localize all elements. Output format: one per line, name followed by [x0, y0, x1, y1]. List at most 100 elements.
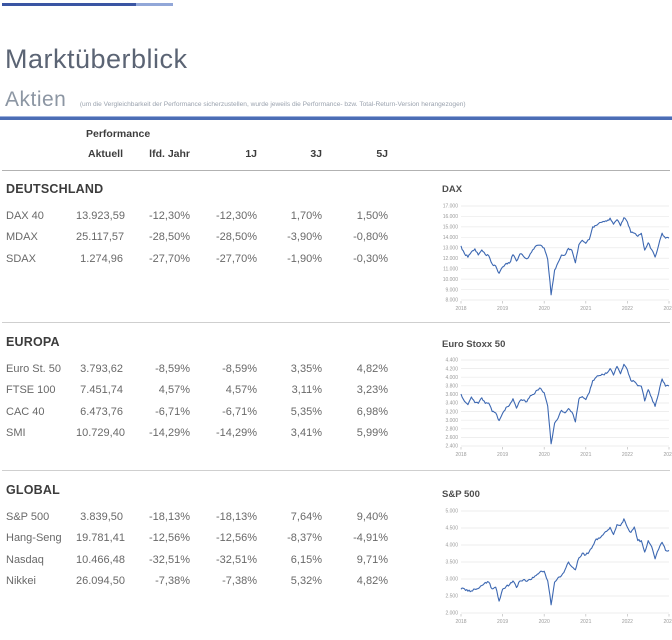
aktien-section-title: Aktien	[5, 88, 67, 111]
svg-text:2018: 2018	[455, 619, 466, 625]
value-cell: -27,70%	[149, 252, 190, 265]
chart-plot: 17.000 16.000 15.000 14.000 13.000 12.000 11.0…	[443, 204, 672, 312]
svg-text:2022: 2022	[622, 306, 633, 312]
svg-text:2021: 2021	[580, 452, 591, 458]
value-cell: 6,15%	[290, 553, 322, 566]
index-label: S&P 500	[6, 510, 50, 523]
value-cell: -18,13%	[216, 510, 257, 523]
value-cell: 5,35%	[290, 405, 322, 418]
index-label: MDAX	[6, 231, 38, 244]
column-header-5j: 5J	[376, 148, 388, 160]
svg-text:3.500: 3.500	[445, 560, 458, 566]
value-cell: -28,50%	[149, 231, 190, 244]
value-cell: -18,13%	[149, 510, 190, 523]
value-cell: 4,57%	[158, 384, 190, 397]
svg-text:4.200: 4.200	[445, 366, 458, 372]
svg-text:2018: 2018	[455, 452, 466, 458]
index-label: SDAX	[6, 252, 36, 265]
value-cell: -4,91%	[353, 532, 388, 545]
chart-title: DAX	[442, 184, 463, 195]
column-headers: Aktuell lfd. Jahr 1J 3J 5J	[6, 148, 388, 160]
value-cell: -12,30%	[149, 209, 190, 222]
value-cell: 3,11%	[291, 384, 322, 397]
svg-text:13.000: 13.000	[443, 245, 459, 251]
price-line	[460, 217, 670, 296]
svg-text:5.000: 5.000	[445, 509, 458, 515]
value-cell: 6.473,76	[80, 405, 123, 418]
index-label: Nikkei	[6, 575, 36, 588]
table-row: Nasdaq 10.466,48 -32,51% -32,51% 6,15% 9,71%	[6, 549, 388, 571]
index-label: Euro St. 50	[6, 362, 62, 375]
column-header-1j: 1J	[245, 148, 257, 160]
value-cell: -12,30%	[216, 209, 257, 222]
performance-group-header: Performance	[86, 128, 151, 140]
value-cell: 7.451,74	[80, 384, 123, 397]
svg-text:10.000: 10.000	[443, 277, 459, 283]
table-row: Nikkei 26.094,50 -7,38% -7,38% 5,32% 4,82%	[6, 571, 388, 593]
svg-text:11.000: 11.000	[443, 266, 458, 272]
value-cell: 25.117,57	[76, 231, 125, 244]
value-cell: 10.729,40	[76, 427, 125, 440]
svg-text:2.000: 2.000	[445, 611, 458, 617]
svg-text:2019: 2019	[497, 306, 508, 312]
value-cell: 1.274,96	[80, 252, 123, 265]
svg-text:2019: 2019	[497, 619, 508, 625]
svg-text:3.000: 3.000	[445, 577, 458, 583]
svg-text:2.800: 2.800	[445, 427, 458, 433]
svg-text:3.800: 3.800	[445, 384, 458, 390]
svg-text:14.000: 14.000	[443, 235, 459, 241]
value-cell: -3,90%	[287, 231, 322, 244]
price-line	[460, 363, 670, 445]
header-divider	[2, 170, 670, 171]
table-row: Euro St. 50 3.793,62 -8,59% -8,59% 3,35% 4,82…	[6, 358, 388, 380]
chart-title: S&P 500	[442, 489, 480, 500]
table-row: DAX 40 13.923,59 -12,30% -12,30% 1,70% 1,50%	[6, 205, 388, 227]
value-cell: -8,59%	[222, 362, 257, 375]
index-label: FTSE 100	[6, 384, 56, 397]
table-row: Hang-Seng 19.781,41 -12,56% -12,56% -8,37% -4…	[6, 528, 388, 550]
column-header-lfd-jahr: lfd. Jahr	[149, 148, 190, 160]
value-cell: 7,64%	[290, 510, 322, 523]
svg-text:9.000: 9.000	[445, 287, 458, 293]
svg-text:2021: 2021	[580, 306, 591, 312]
price-line	[460, 518, 670, 606]
value-cell: 3.793,62	[80, 362, 123, 375]
svg-text:17.000: 17.000	[443, 204, 459, 210]
top-accent-bar-dark	[2, 3, 136, 6]
svg-text:16.000: 16.000	[443, 214, 459, 220]
value-cell: 4,82%	[356, 575, 388, 588]
value-cell: 3,41%	[290, 427, 322, 440]
aktien-header: Aktien (um die Vergleichbarkeit der Perf…	[5, 88, 466, 112]
column-header-3j: 3J	[310, 148, 322, 160]
value-cell: -14,29%	[149, 427, 190, 440]
svg-text:2021: 2021	[580, 619, 591, 625]
value-cell: 26.094,50	[76, 575, 125, 588]
svg-text:3.200: 3.200	[445, 409, 458, 415]
top-accent-bar-light	[136, 3, 173, 6]
svg-text:4.400: 4.400	[445, 358, 458, 364]
page-title: Marktüberblick	[5, 44, 188, 74]
section-1: EUROPA Euro St. 50 3.793,62 -8,59% -8,59% 3,3…	[6, 335, 388, 444]
section-0: DEUTSCHLAND DAX 40 13.923,59 -12,30% -12,30%…	[6, 182, 388, 270]
svg-text:2023: 2023	[663, 619, 672, 625]
table-row: FTSE 100 7.451,74 4,57% 4,57% 3,11% 3,23%	[6, 380, 388, 402]
value-cell: -12,56%	[149, 532, 190, 545]
section-divider-global	[2, 470, 670, 471]
value-cell: 6,98%	[356, 405, 388, 418]
s-p-500-chart: S&P 500 5.000 4.500 4.000 3.500 3.000 2.500 2.0…	[440, 489, 672, 631]
table-row: SDAX 1.274,96 -27,70% -27,70% -1,90% -0,30%	[6, 248, 388, 270]
index-label: Nasdaq	[6, 553, 44, 566]
dax-chart: DAX 17.000 16.000 15.000 14.000 13.000 12.000 1…	[440, 184, 672, 318]
value-cell: -28,50%	[216, 231, 257, 244]
svg-text:2023: 2023	[663, 306, 672, 312]
value-cell: -8,59%	[155, 362, 190, 375]
value-cell: 10.466,48	[76, 553, 125, 566]
value-cell: -32,51%	[216, 553, 257, 566]
table-row: MDAX 25.117,57 -28,50% -28,50% -3,90% -0,80%	[6, 227, 388, 249]
value-cell: 3.839,50	[80, 510, 123, 523]
value-cell: 5,99%	[356, 427, 388, 440]
value-cell: 1,70%	[290, 209, 322, 222]
euro-stoxx-50-chart: Euro Stoxx 50 4.400 4.200 4.000 3.800 3.600 3.…	[440, 339, 672, 467]
value-cell: 13.923,59	[76, 209, 125, 222]
